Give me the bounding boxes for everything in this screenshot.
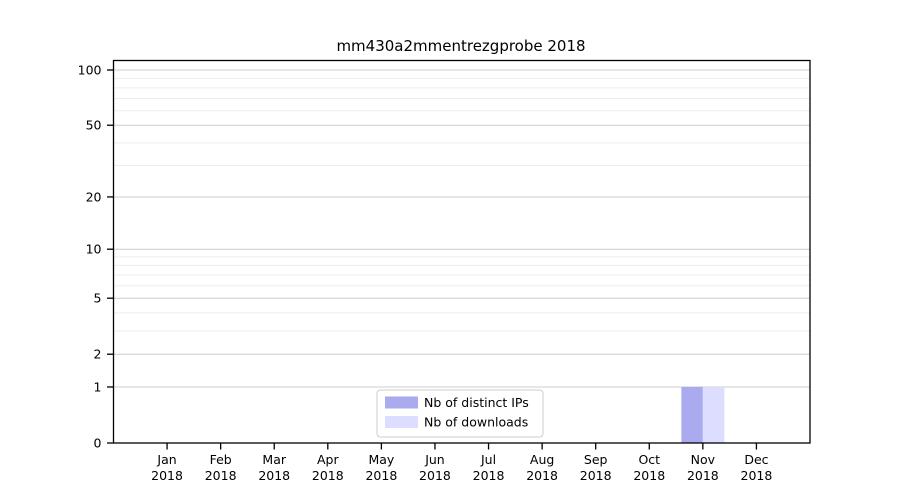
bar-nb-of-distinct-ips (681, 386, 703, 443)
x-tick-label-month: May (368, 452, 394, 467)
y-tick-label: 5 (94, 291, 102, 306)
x-tick-label-year: 2018 (633, 468, 665, 483)
legend-box (376, 389, 544, 438)
x-tick-label-year: 2018 (258, 468, 290, 483)
x-tick-label-month: Aug (530, 452, 554, 467)
y-tick-label: 1 (94, 379, 102, 394)
plot-frame (112, 59, 811, 444)
legend-label-nb-of-distinct-ips: Nb of distinct IPs (424, 395, 529, 410)
y-tick-label: 100 (78, 63, 102, 78)
x-tick-label-month: Jul (480, 452, 496, 467)
plot-border (112, 59, 811, 444)
x-tick-label-month: Nov (691, 452, 716, 467)
y-tick-label: 50 (86, 118, 102, 133)
y-tick-label: 10 (86, 242, 102, 257)
legend-swatch-nb-of-downloads (385, 416, 418, 428)
x-tick-label-year: 2018 (526, 468, 558, 483)
x-tick-label-year: 2018 (419, 468, 451, 483)
x-tick-label-year: 2018 (473, 468, 505, 483)
x-tick-label-year: 2018 (741, 468, 773, 483)
x-tick-label-month: Apr (317, 452, 339, 467)
x-tick-label-year: 2018 (687, 468, 719, 483)
x-axis: Jan2018Feb2018Mar2018Apr2018May2018Jun20… (151, 443, 772, 483)
gridlines-major (113, 69, 810, 388)
x-tick-label-month: Feb (210, 452, 232, 467)
x-tick-label-year: 2018 (205, 468, 237, 483)
x-tick-label-month: Jun (424, 452, 445, 467)
x-tick-label-month: Jan (156, 452, 176, 467)
x-tick-label-year: 2018 (580, 468, 612, 483)
legend: Nb of distinct IPs Nb of downloads (376, 389, 544, 438)
x-tick-label-year: 2018 (151, 468, 183, 483)
x-tick-label-month: Dec (744, 452, 768, 467)
x-tick-label-month: Oct (638, 452, 660, 467)
y-tick-label: 20 (86, 189, 102, 204)
legend-swatch-nb-of-distinct-ips (385, 396, 418, 409)
y-axis: 0 1 2 5 10 20 50 100 (78, 63, 114, 451)
y-tick-label: 2 (94, 347, 102, 362)
legend-label-nb-of-downloads: Nb of downloads (424, 415, 528, 430)
y-tick-label: 0 (94, 436, 102, 451)
gridlines-minor (113, 77, 810, 332)
x-tick-label-month: Sep (584, 452, 608, 467)
x-tick-label-year: 2018 (312, 468, 344, 483)
chart-title: mm430a2mmentrezgprobe 2018 (336, 37, 585, 55)
x-tick-label-year: 2018 (365, 468, 397, 483)
x-tick-label-month: Mar (262, 452, 286, 467)
bars (681, 386, 725, 443)
bar-nb-of-downloads (702, 386, 725, 443)
